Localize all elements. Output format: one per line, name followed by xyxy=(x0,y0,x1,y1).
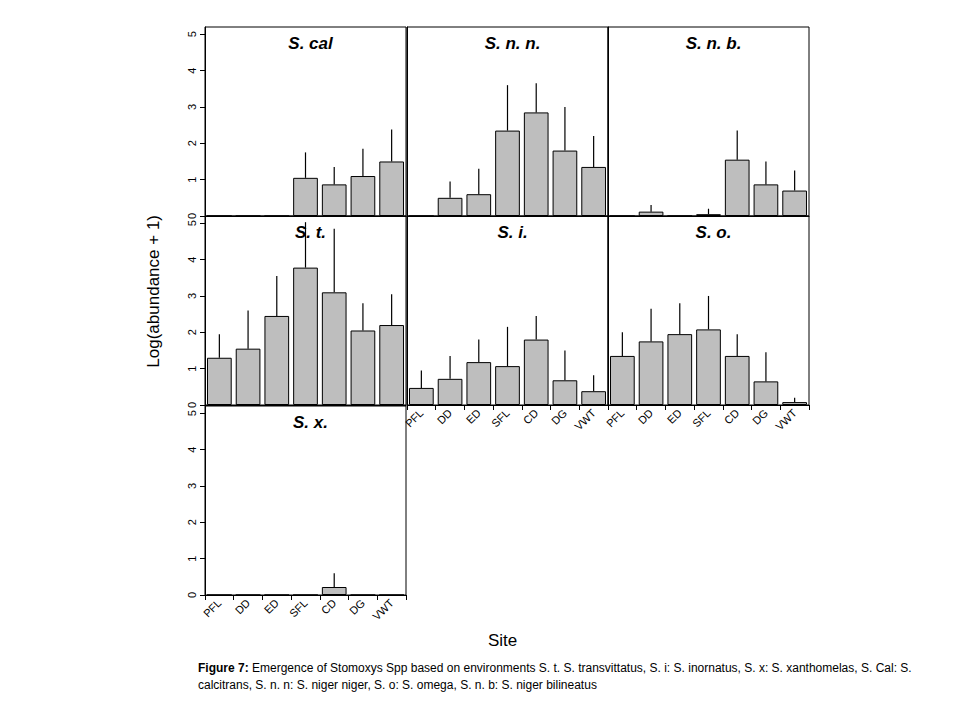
svg-text:4: 4 xyxy=(186,447,198,453)
html-text:Figure 7: Emergence of Stomoxy: Figure 7: Emergence of Stomoxys Spp base… xyxy=(198,661,912,692)
svg-text:DG: DG xyxy=(750,407,770,427)
svg-text:S. t.: S. t. xyxy=(295,223,326,242)
svg-text:4: 4 xyxy=(186,68,198,74)
svg-text:S. n. n.: S. n. n. xyxy=(485,34,541,53)
svg-text:S. x.: S. x. xyxy=(293,413,328,432)
svg-text:0: 0 xyxy=(186,213,198,219)
svg-text:5: 5 xyxy=(186,410,198,416)
svg-text:ED: ED xyxy=(464,407,483,426)
svg-text:PFL: PFL xyxy=(403,407,426,430)
svg-text:CD: CD xyxy=(722,407,742,427)
svg-text:Log(abundance + 1): Log(abundance + 1) xyxy=(144,215,163,368)
svg-text:Site: Site xyxy=(488,631,517,650)
svg-text:2: 2 xyxy=(186,140,198,146)
svg-text:1: 1 xyxy=(186,556,198,562)
svg-text:PFL: PFL xyxy=(604,407,627,430)
svg-text:VWT: VWT xyxy=(773,407,799,433)
svg-text:1: 1 xyxy=(186,177,198,183)
svg-text:3: 3 xyxy=(186,293,198,299)
svg-text:S. o.: S. o. xyxy=(696,223,732,242)
svg-text:3: 3 xyxy=(186,483,198,489)
svg-text:ED: ED xyxy=(665,407,684,426)
svg-text:DG: DG xyxy=(347,597,367,617)
svg-text:VWT: VWT xyxy=(370,597,396,623)
svg-text:0: 0 xyxy=(186,592,198,598)
svg-text:ED: ED xyxy=(262,597,281,616)
svg-text:CD: CD xyxy=(521,407,541,427)
svg-text:4: 4 xyxy=(186,257,198,263)
svg-text:3: 3 xyxy=(186,104,198,110)
svg-text:DD: DD xyxy=(636,407,656,427)
svg-text:DG: DG xyxy=(549,407,569,427)
svg-text:VWT: VWT xyxy=(572,407,598,433)
svg-text:SFL: SFL xyxy=(287,597,310,620)
svg-text:SFL: SFL xyxy=(489,407,512,430)
svg-text:DD: DD xyxy=(435,407,455,427)
svg-text:S. n. b.: S. n. b. xyxy=(686,34,742,53)
svg-text:S. i.: S. i. xyxy=(497,223,527,242)
svg-text:2: 2 xyxy=(186,329,198,335)
svg-text:2: 2 xyxy=(186,519,198,525)
svg-text:S. cal: S. cal xyxy=(288,34,334,53)
svg-text:CD: CD xyxy=(319,597,339,617)
svg-text:1: 1 xyxy=(186,366,198,372)
svg-text:PFL: PFL xyxy=(201,597,224,620)
svg-text:5: 5 xyxy=(186,220,198,226)
svg-text:DD: DD xyxy=(233,597,253,617)
svg-text:5: 5 xyxy=(186,31,198,37)
svg-text:SFL: SFL xyxy=(690,407,713,430)
svg-text:0: 0 xyxy=(186,402,198,408)
